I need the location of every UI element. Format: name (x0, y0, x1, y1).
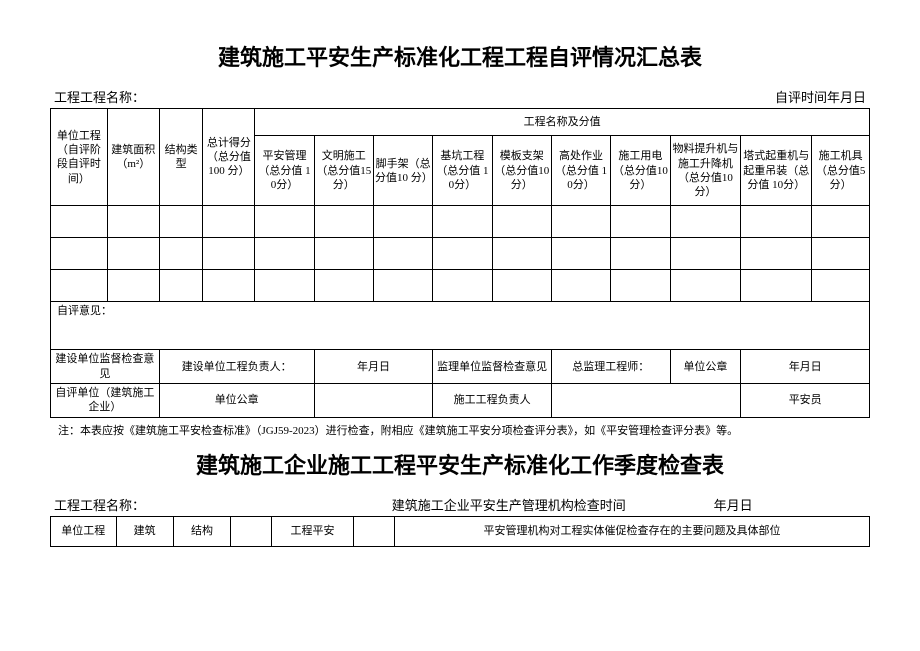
doc1-note: 注：本表应按《建筑施工平安检查标准》（JGJ59-2023）进行检查，附相应《建… (58, 422, 870, 438)
doc2-project-name-label: 工程工程名称： (54, 495, 314, 514)
doc1-table: 单位工程（自评阶段自评时间） 建筑面积（m²） 结构类型 总计得分（总分值100… (50, 108, 870, 418)
col-scaffold: 脚手架（总分值10 分） (373, 136, 432, 206)
date-cell-1: 年月日 (314, 350, 433, 384)
self-opinion-cell: 自评意见： (51, 302, 870, 350)
col-total-score: 总计得分（总分值100 分） (203, 109, 255, 206)
doc2-table: 单位工程 建筑 结构 工程平安 平安管理机构对工程实体催促检查存在的主要问题及具… (50, 516, 870, 547)
signature-row-2: 自评单位（建筑施工企业） 单位公章 施工工程负责人 平安员 (51, 384, 870, 418)
col-hoist: 物料提升机与施工升降机（总分值10 分） (670, 136, 741, 206)
doc2-empty (231, 516, 272, 546)
signature-row-1: 建设单位监督检查意见 建设单位工程负责人： 年月日 监理单位监督检查意见 总监理… (51, 350, 870, 384)
construction-unit-opinion: 建设单位监督检查意见 (51, 350, 160, 384)
safety-officer: 平安员 (741, 384, 870, 418)
supervision-unit-opinion: 监理单位监督检查意见 (433, 350, 552, 384)
unit-seal-1: 单位公章 (670, 350, 741, 384)
col-building-area: 建筑面积（m²） (107, 109, 159, 206)
doc2-col-safety: 工程平安 (272, 516, 354, 546)
doc2-col-structure: 结构 (173, 516, 230, 546)
doc1-eval-time-label: 自评时间年月日 (775, 87, 866, 106)
self-opinion-row: 自评意见： (51, 302, 870, 350)
col-foundation-pit: 基坑工程（总分值 10分） (433, 136, 492, 206)
doc1-project-name-label: 工程工程名称： (54, 87, 145, 106)
doc2-header-row: 单位工程 建筑 结构 工程平安 平安管理机构对工程实体催促检查存在的主要问题及具… (51, 516, 870, 546)
col-tower-crane: 塔式起重机与起重吊装（总分值 10分） (741, 136, 812, 206)
date-cell-2: 年月日 (741, 350, 870, 384)
doc2-meta-row: 工程工程名称： 建筑施工企业平安生产管理机构检查时间 年月日 (50, 495, 870, 514)
doc2-col-building: 建筑 (116, 516, 173, 546)
self-eval-unit: 自评单位（建筑施工企业） (51, 384, 160, 418)
col-unit-project: 单位工程（自评阶段自评时间） (51, 109, 108, 206)
doc1-title: 建筑施工平安生产标准化工程工程自评情况汇总表 (50, 40, 870, 72)
construction-leader: 施工工程负责人 (433, 384, 552, 418)
empty-cell (551, 384, 740, 418)
col-safety-mgmt: 平安管理（总分值 10分） (255, 136, 314, 206)
doc2-empty (354, 516, 395, 546)
table-header-row-1: 单位工程（自评阶段自评时间） 建筑面积（m²） 结构类型 总计得分（总分值100… (51, 109, 870, 136)
doc2-col-issues: 平安管理机构对工程实体催促检查存在的主要问题及具体部位 (394, 516, 869, 546)
data-row (51, 238, 870, 270)
col-structure-type: 结构类型 (159, 109, 203, 206)
doc2-col-unit-project: 单位工程 (51, 516, 117, 546)
col-civilized-construction: 文明施工（总分值15 分） (314, 136, 373, 206)
chief-supervisor: 总监理工程师： (551, 350, 670, 384)
doc2-check-org-label: 建筑施工企业平安生产管理机构检查时间 (314, 495, 704, 514)
construction-unit-leader: 建设单位工程负责人： (159, 350, 314, 384)
unit-seal-2: 单位公章 (159, 384, 314, 418)
col-machinery: 施工机具（总分值5 分） (812, 136, 870, 206)
doc1-meta-row: 工程工程名称： 自评时间年月日 (50, 87, 870, 106)
doc2-title: 建筑施工企业施工工程平安生产标准化工作季度检查表 (50, 448, 870, 480)
empty-cell (314, 384, 433, 418)
data-row (51, 270, 870, 302)
data-row (51, 206, 870, 238)
doc2-date-label: 年月日 (704, 495, 866, 514)
col-high-place: 高处作业（总分值 10分） (551, 136, 610, 206)
col-formwork: 模板支架（总分值10 分） (492, 136, 551, 206)
col-electricity: 施工用电（总分值10 分） (611, 136, 670, 206)
col-group-header: 工程名称及分值 (255, 109, 870, 136)
